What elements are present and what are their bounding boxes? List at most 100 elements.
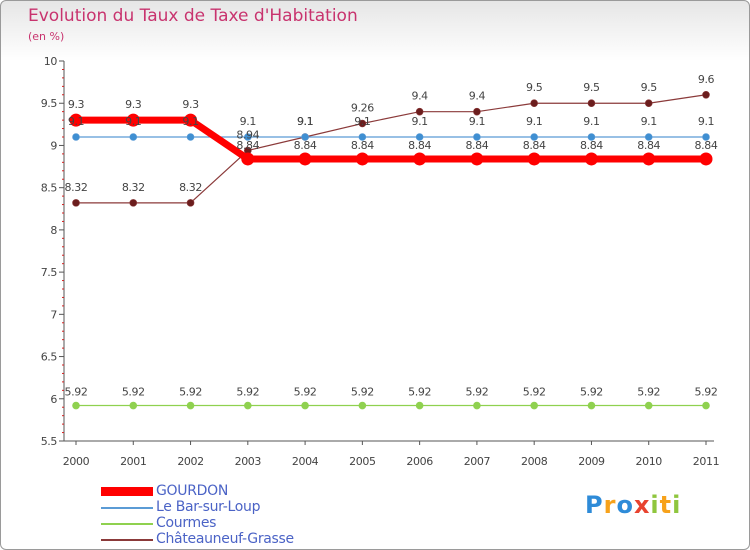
x-tick-label: 2009 [578,455,605,468]
x-tick-label: 2008 [521,455,548,468]
data-point-le-bar-sur-loup [473,133,481,141]
data-point-le-bar-sur-loup [129,133,138,141]
y-tick-label: 7 [50,308,57,321]
data-label-chateauneuf-grasse: 8.32 [65,181,88,194]
data-point-courmes [473,401,481,410]
data-point-le-bar-sur-loup [186,133,195,141]
data-label-courmes: 5.92 [523,386,546,399]
data-label-courmes: 5.92 [179,386,202,399]
x-tick-label: 2007 [464,455,491,468]
data-point-chateauneuf-grasse [473,107,481,116]
data-label-le-bar-sur-loup: 9.1 [297,115,313,128]
y-tick-label: 10 [44,55,58,68]
data-label-gourdon: 8.84 [465,139,488,152]
data-label-chateauneuf-grasse: 9.5 [526,81,543,94]
data-label-gourdon: 9.3 [68,98,85,111]
x-tick-label: 2001 [120,455,146,468]
legend-swatch-courmes [101,523,153,525]
y-tick-label: 9 [50,139,57,152]
data-point-le-bar-sur-loup [702,133,710,141]
legend-label-courmes: Courmes [156,515,217,531]
data-point-gourdon [69,113,83,127]
series-line-gourdon [76,116,706,163]
x-tick-label: 2010 [636,455,663,468]
y-tick-label: 8.5 [41,182,58,195]
data-label-gourdon: 9.3 [125,98,142,111]
data-label-gourdon: 8.84 [580,139,603,152]
data-label-courmes: 5.92 [122,386,145,399]
data-point-chateauneuf-grasse [702,90,710,99]
data-point-courmes [530,401,538,410]
logo-letter: r [603,491,617,519]
y-tick-label: 6 [50,393,57,406]
y-tick-label: 5.5 [41,435,58,448]
data-label-le-bar-sur-loup: 9.1 [68,115,84,128]
data-point-le-bar-sur-loup [358,133,367,141]
y-tick-label: 7.5 [41,266,58,279]
legend-swatch-chateauneuf-grasse [101,539,153,541]
data-label-chateauneuf-grasse: 9.1 [297,115,313,128]
data-label-le-bar-sur-loup: 9.1 [469,115,485,128]
chart-unit: (en %) [28,30,65,43]
data-point-gourdon [642,152,656,166]
data-label-le-bar-sur-loup: 9.1 [641,115,657,128]
logo-letter: P [585,491,604,519]
proxiti-logo: Proxiti [585,491,681,519]
data-label-courmes: 5.92 [580,386,603,399]
data-label-courmes: 5.92 [65,386,88,399]
chart-title: Evolution du Taux de Taxe d'Habitation [28,6,358,26]
legend-swatch-gourdon [101,487,153,496]
legend-label-gourdon: GOURDON [156,483,229,499]
legend-label-chateauneuf-grasse: Châteauneuf-Grasse [156,531,294,547]
data-point-gourdon [413,152,427,166]
data-label-le-bar-sur-loup: 9.1 [240,115,256,128]
data-point-courmes [415,401,424,410]
data-label-chateauneuf-grasse: 8.32 [179,181,202,194]
data-point-courmes [301,401,309,410]
data-label-chateauneuf-grasse: 9.4 [411,90,428,103]
data-point-gourdon [126,113,140,127]
data-point-le-bar-sur-loup [415,133,424,141]
data-label-chateauneuf-grasse: 8.32 [122,181,145,194]
data-label-gourdon: 8.84 [637,139,660,152]
data-label-gourdon: 8.84 [351,139,374,152]
data-label-chateauneuf-grasse: 8.94 [236,129,259,142]
data-point-courmes [129,401,138,410]
data-point-gourdon [355,152,369,166]
data-point-courmes [358,401,367,410]
data-point-chateauneuf-grasse [644,99,653,108]
data-label-gourdon: 8.84 [408,139,431,152]
data-label-chateauneuf-grasse: 9.5 [583,81,600,94]
data-point-gourdon [184,113,198,127]
data-label-courmes: 5.92 [236,386,259,399]
x-tick-label: 2006 [406,455,433,468]
data-point-chateauneuf-grasse [530,99,538,108]
y-tick-label: 9.5 [41,97,58,110]
data-label-courmes: 5.92 [637,386,660,399]
data-point-le-bar-sur-loup [72,133,80,141]
data-point-gourdon [527,152,541,166]
logo-letter: i [650,491,660,519]
data-point-courmes [644,401,653,410]
data-point-gourdon [584,152,598,166]
data-label-chateauneuf-grasse: 9.6 [698,73,715,86]
data-point-gourdon [699,152,713,166]
logo-letter: t [659,491,673,519]
data-point-chateauneuf-grasse [415,107,424,116]
data-label-gourdon: 8.84 [695,139,718,152]
data-label-le-bar-sur-loup: 9.1 [583,115,599,128]
data-label-le-bar-sur-loup: 9.1 [125,115,141,128]
data-point-chateauneuf-grasse [72,199,80,207]
data-point-courmes [72,401,80,410]
data-label-gourdon: 8.84 [236,139,259,152]
data-point-courmes [186,401,195,410]
logo-letter: o [616,491,634,519]
y-tick-label: 8 [50,224,57,237]
data-point-chateauneuf-grasse [129,199,138,207]
legend-label-le-bar-sur-loup: Le Bar-sur-Loup [156,499,261,515]
data-label-chateauneuf-grasse: 9.26 [351,101,374,114]
data-label-le-bar-sur-loup: 9.1 [698,115,714,128]
data-label-courmes: 5.92 [465,386,488,399]
